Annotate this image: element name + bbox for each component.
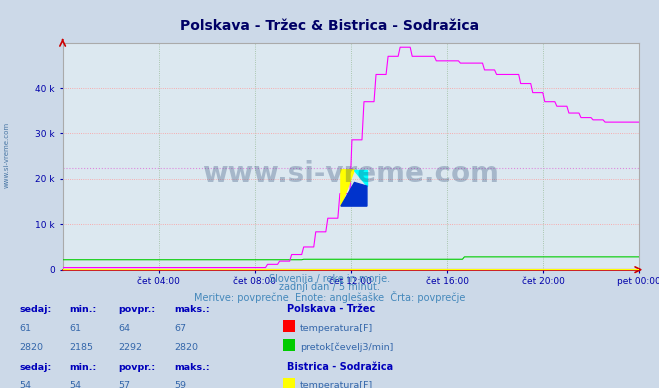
Text: zadnji dan / 5 minut.: zadnji dan / 5 minut. bbox=[279, 282, 380, 293]
Text: maks.:: maks.: bbox=[175, 363, 210, 372]
Text: 61: 61 bbox=[69, 324, 81, 333]
Text: 2292: 2292 bbox=[119, 343, 142, 352]
Polygon shape bbox=[341, 170, 355, 206]
Text: Polskava - Tržec & Bistrica - Sodražica: Polskava - Tržec & Bistrica - Sodražica bbox=[180, 19, 479, 33]
Text: 2820: 2820 bbox=[20, 343, 43, 352]
Text: 2820: 2820 bbox=[175, 343, 198, 352]
Text: Polskava - Tržec: Polskava - Tržec bbox=[287, 304, 375, 314]
Text: 54: 54 bbox=[20, 381, 32, 388]
Text: povpr.:: povpr.: bbox=[119, 305, 156, 314]
Text: temperatura[F]: temperatura[F] bbox=[300, 324, 373, 333]
Text: 61: 61 bbox=[20, 324, 32, 333]
Text: Meritve: povprečne  Enote: anglešaške  Črta: povprečje: Meritve: povprečne Enote: anglešaške Črt… bbox=[194, 291, 465, 303]
Text: min.:: min.: bbox=[69, 363, 96, 372]
Polygon shape bbox=[341, 182, 367, 206]
Text: 2185: 2185 bbox=[69, 343, 93, 352]
Text: 57: 57 bbox=[119, 381, 130, 388]
Text: maks.:: maks.: bbox=[175, 305, 210, 314]
Text: Slovenija / reke in morje.: Slovenija / reke in morje. bbox=[269, 274, 390, 284]
Text: temperatura[F]: temperatura[F] bbox=[300, 381, 373, 388]
Text: Bistrica - Sodražica: Bistrica - Sodražica bbox=[287, 362, 393, 372]
Text: 59: 59 bbox=[175, 381, 186, 388]
Text: min.:: min.: bbox=[69, 305, 96, 314]
Polygon shape bbox=[355, 170, 367, 186]
Text: sedaj:: sedaj: bbox=[20, 363, 52, 372]
Text: www.si-vreme.com: www.si-vreme.com bbox=[3, 122, 10, 188]
Text: povpr.:: povpr.: bbox=[119, 363, 156, 372]
Text: www.si-vreme.com: www.si-vreme.com bbox=[202, 160, 500, 188]
Text: sedaj:: sedaj: bbox=[20, 305, 52, 314]
Text: 54: 54 bbox=[69, 381, 81, 388]
Text: pretok[čevelj3/min]: pretok[čevelj3/min] bbox=[300, 342, 393, 352]
Text: 67: 67 bbox=[175, 324, 186, 333]
Text: 64: 64 bbox=[119, 324, 130, 333]
